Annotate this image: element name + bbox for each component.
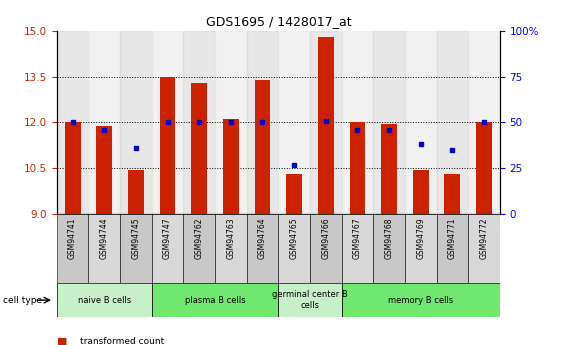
Bar (128, 170, 144, 214)
Text: GSM94767: GSM94767 (353, 217, 362, 259)
Bar (89, 214, 120, 283)
Bar (278, 31, 310, 214)
Text: GSM94762: GSM94762 (195, 217, 204, 259)
Bar (152, 214, 183, 283)
Bar (413, 170, 429, 214)
Bar (373, 31, 405, 214)
Bar (191, 83, 207, 214)
Bar (405, 31, 437, 214)
Bar (65, 122, 81, 214)
Text: plasma B cells: plasma B cells (185, 296, 245, 305)
Bar (160, 77, 176, 214)
Bar (437, 214, 468, 283)
Bar (152, 283, 278, 317)
Text: transformed count: transformed count (80, 337, 164, 345)
Bar (215, 214, 247, 283)
Text: GSM94765: GSM94765 (290, 217, 299, 259)
Bar (97, 126, 112, 214)
Text: memory B cells: memory B cells (388, 296, 453, 305)
Bar (286, 174, 302, 214)
Text: naive B cells: naive B cells (78, 296, 131, 305)
Bar (278, 283, 341, 317)
Bar (223, 119, 239, 214)
Bar (152, 31, 183, 214)
Bar (278, 214, 310, 283)
Text: GSM94771: GSM94771 (448, 217, 457, 259)
Bar (120, 31, 152, 214)
Text: GSM94768: GSM94768 (385, 217, 394, 259)
Bar (247, 31, 278, 214)
Text: GSM94764: GSM94764 (258, 217, 267, 259)
Text: GSM94745: GSM94745 (131, 217, 140, 259)
Bar (341, 31, 373, 214)
Bar (468, 214, 500, 283)
Text: GSM94744: GSM94744 (100, 217, 108, 259)
Text: GSM94763: GSM94763 (227, 217, 235, 259)
Bar (310, 214, 341, 283)
Bar (247, 214, 278, 283)
Bar (444, 174, 460, 214)
Bar (437, 31, 468, 214)
Text: GSM94769: GSM94769 (416, 217, 425, 259)
Bar (57, 283, 152, 317)
Bar (373, 214, 405, 283)
Bar (57, 31, 89, 214)
Bar (476, 122, 492, 214)
Bar (183, 214, 215, 283)
Bar (183, 31, 215, 214)
Bar (405, 214, 437, 283)
Bar (310, 31, 341, 214)
Text: GSM94747: GSM94747 (163, 217, 172, 259)
Bar (341, 283, 500, 317)
Bar (57, 214, 89, 283)
Text: GSM94772: GSM94772 (479, 217, 488, 259)
Bar (381, 124, 397, 214)
Bar (341, 214, 373, 283)
Text: GSM94766: GSM94766 (321, 217, 330, 259)
Bar (349, 122, 365, 214)
Bar (215, 31, 247, 214)
Text: ■: ■ (57, 337, 67, 345)
Bar (468, 31, 500, 214)
Text: GSM94741: GSM94741 (68, 217, 77, 259)
Title: GDS1695 / 1428017_at: GDS1695 / 1428017_at (206, 16, 351, 29)
Bar (318, 37, 333, 214)
Text: cell type: cell type (3, 296, 42, 305)
Bar (120, 214, 152, 283)
Text: germinal center B
cells: germinal center B cells (272, 290, 348, 310)
Bar (254, 80, 270, 214)
Bar (89, 31, 120, 214)
